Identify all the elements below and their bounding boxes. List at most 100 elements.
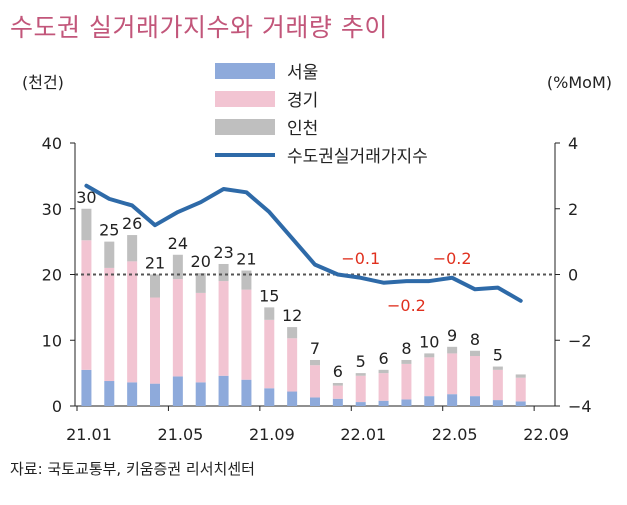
- legend-label: 수도권실거래가지수: [287, 147, 428, 167]
- bar-incheon: [150, 274, 160, 298]
- bar-total-label: 5: [356, 352, 366, 371]
- y-right-unit: (%MoM): [547, 73, 612, 92]
- chart-title: 수도권 실거래가지수와 거래량 추이: [10, 13, 388, 42]
- bar-gyeonggi: [218, 281, 229, 376]
- bar-gyeonggi: [241, 289, 252, 380]
- bar-total-label: 10: [419, 332, 439, 351]
- line-series: [84, 183, 523, 303]
- bar-incheon: [127, 235, 138, 262]
- bar-incheon: [492, 366, 503, 370]
- legend-swatch: [215, 119, 275, 135]
- y-left-tick-label: 0: [52, 397, 62, 416]
- bar-gyeonggi: [492, 369, 503, 401]
- bar-incheon: [81, 208, 92, 241]
- legend-label: 경기: [287, 91, 318, 111]
- x-tick-label: 22.01: [340, 425, 386, 444]
- bar-seoul: [515, 401, 526, 406]
- bar-gyeonggi: [470, 356, 480, 397]
- x-tick-label: 21.01: [66, 425, 112, 444]
- x-tick-label: 21.09: [249, 425, 295, 444]
- y-right-tick-label: 0: [568, 266, 578, 285]
- y-left-tick-label: 40: [42, 134, 62, 153]
- bar-gyeonggi: [310, 365, 320, 398]
- bar-gyeonggi: [150, 297, 160, 384]
- bar-gyeonggi: [515, 377, 526, 402]
- bar-total-label: 6: [378, 349, 388, 368]
- bar-incheon: [401, 359, 412, 364]
- bar-incheon: [378, 369, 389, 374]
- bar-gyeonggi: [195, 292, 206, 383]
- bar-incheon: [264, 307, 275, 320]
- bar-seoul: [241, 379, 252, 406]
- legend-label: 인천: [287, 119, 318, 139]
- bar-gyeonggi: [264, 319, 275, 389]
- bar-seoul: [332, 398, 343, 406]
- price-index-line: [84, 183, 523, 303]
- bar-incheon: [195, 273, 206, 293]
- bar-total-label: 6: [333, 362, 343, 381]
- bar-total-label: 24: [168, 234, 188, 253]
- bar-gyeonggi: [424, 357, 435, 397]
- bar-seoul: [378, 400, 389, 406]
- bar-incheon: [355, 373, 366, 376]
- bar-seoul: [401, 399, 412, 406]
- source-note: 자료: 국토교통부, 키움증권 리서치센터: [10, 460, 255, 478]
- y-right-tick-label: −4: [568, 397, 592, 416]
- line-value-label: −0.2: [433, 249, 472, 268]
- bar-seoul: [104, 381, 115, 406]
- bar-seoul: [310, 397, 320, 406]
- bar-incheon: [218, 263, 229, 282]
- bar-seoul: [150, 383, 160, 406]
- bar-seoul: [172, 376, 183, 406]
- bar-incheon: [515, 374, 526, 378]
- y-right-tick-label: 2: [568, 200, 578, 219]
- bar-total-label: 30: [76, 188, 96, 207]
- bar-total-label: 23: [213, 243, 233, 262]
- bar-seoul: [127, 382, 138, 406]
- bar-incheon: [447, 346, 458, 354]
- bar-total-label: 7: [310, 339, 320, 358]
- legend-swatch: [215, 91, 275, 107]
- bar-total-label: 21: [236, 250, 256, 269]
- bar-gyeonggi: [401, 363, 412, 400]
- bar-gyeonggi: [447, 353, 458, 395]
- bar-total-label: 12: [282, 306, 302, 325]
- bar-seoul: [355, 402, 366, 406]
- bar-incheon: [332, 382, 343, 386]
- bar-total-label: 15: [259, 286, 279, 305]
- bar-seoul: [447, 394, 458, 406]
- bar-seoul: [470, 396, 480, 406]
- bar-seoul: [81, 369, 92, 406]
- x-tick-label: 22.05: [432, 425, 478, 444]
- bar-total-label: 21: [145, 254, 165, 273]
- bar-gyeonggi: [355, 375, 366, 403]
- bar-seoul: [218, 375, 229, 406]
- bar-seoul: [287, 391, 298, 406]
- line-value-label: −0.1: [341, 249, 380, 268]
- bar-gyeonggi: [81, 240, 92, 370]
- y-left-unit: (천건): [22, 73, 64, 92]
- y-left-tick-label: 20: [42, 266, 62, 285]
- bar-incheon: [470, 350, 480, 357]
- bar-incheon: [104, 241, 115, 268]
- bar-gyeonggi: [104, 267, 115, 382]
- bar-total-label: 9: [447, 326, 457, 345]
- x-tick-label: 21.05: [158, 425, 204, 444]
- bar-seoul: [264, 388, 275, 406]
- y-left-tick-label: 10: [42, 331, 62, 350]
- bar-gyeonggi: [172, 279, 183, 377]
- bar-incheon: [172, 254, 183, 280]
- bar-gyeonggi: [127, 261, 138, 383]
- bar-total-label: 26: [122, 214, 142, 233]
- bar-incheon: [287, 327, 298, 339]
- bar-total-label: 8: [470, 330, 480, 349]
- bar-seoul: [195, 382, 206, 406]
- bar-gyeonggi: [332, 385, 343, 399]
- x-tick-label: 22.09: [523, 425, 569, 444]
- line-value-label: −0.2: [387, 296, 426, 315]
- y-right-tick-label: −2: [568, 331, 592, 350]
- bar-total-label: 8: [401, 339, 411, 358]
